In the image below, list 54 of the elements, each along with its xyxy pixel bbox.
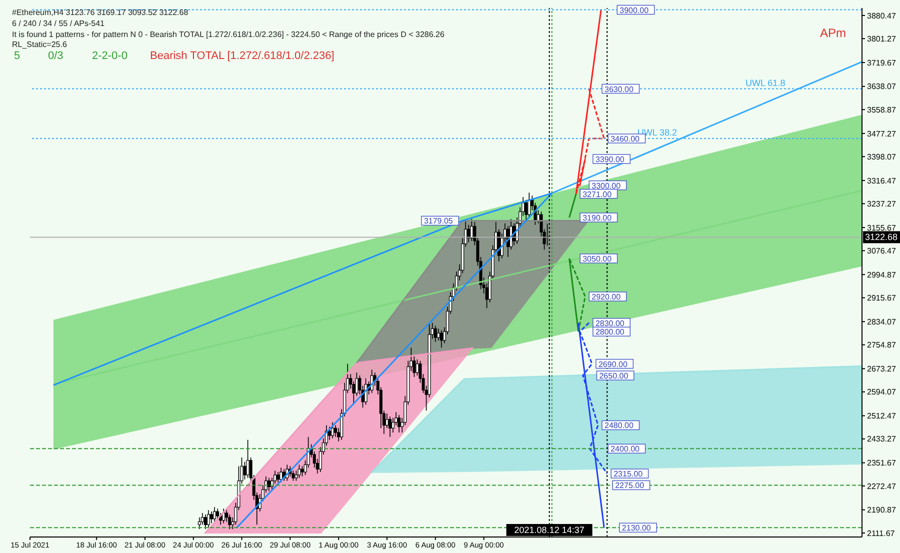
annotation: 2315.00 bbox=[614, 470, 644, 479]
annotation: Bearish TOTAL [1.272/.618/1.0/2.236] bbox=[150, 50, 334, 62]
y-tick-label: 3719.67 bbox=[867, 58, 896, 68]
annotation: 2830.00 bbox=[595, 318, 625, 328]
y-tick-label: 3316.47 bbox=[867, 176, 896, 186]
y-tick-label: 2272.47 bbox=[867, 482, 896, 491]
y-tick-label: 3155.67 bbox=[867, 223, 896, 232]
annotation: 3460.00 bbox=[610, 134, 640, 144]
text: 6 / 240 / 34 / 55 / APs-541 bbox=[12, 19, 105, 28]
y-tick-label: 2834.07 bbox=[867, 317, 896, 326]
annotation: 2650.00 bbox=[599, 371, 629, 380]
annotation: 2920.00 bbox=[592, 292, 622, 302]
annotation: It is found 1 patterns - for pattern N 0 - Bearish TOTAL [1.272/.618/1.0/2.236] - 3224.50 < Range of the prices D < 3286.26 bbox=[12, 30, 444, 39]
y-tick-label: 2594.07 bbox=[867, 388, 896, 397]
annotation: 2400.00 bbox=[610, 444, 640, 454]
annotation: 2275.00 bbox=[615, 481, 645, 490]
y-tick-label: 3237.27 bbox=[867, 200, 896, 209]
y-tick-label: 3880.47 bbox=[867, 11, 896, 20]
text: 5 bbox=[14, 50, 20, 62]
annotation: 0/3 bbox=[48, 50, 64, 62]
annotation: APm bbox=[820, 26, 846, 40]
y-tick-label: 3076.47 bbox=[867, 246, 896, 256]
y-tick-label: 3801.27 bbox=[867, 34, 896, 44]
annotation: 3050.00 bbox=[582, 254, 612, 264]
y-tick-label: 3398.07 bbox=[867, 152, 896, 162]
annotation: 2480.00 bbox=[604, 421, 634, 430]
y-tick-label: 2673.27 bbox=[867, 364, 896, 374]
y-tick-label: 3477.27 bbox=[867, 129, 896, 138]
y-tick-label: 3638.07 bbox=[867, 82, 896, 92]
annotation: 3271.00 bbox=[582, 190, 612, 199]
y-tick-label: 2190.87 bbox=[867, 506, 896, 515]
y-tick-label: 2994.87 bbox=[867, 270, 896, 280]
annotation: 2-2-0-0 bbox=[92, 50, 128, 62]
annotation: RL_Static=25.6 bbox=[12, 40, 67, 49]
y-tick-label: 2351.67 bbox=[867, 458, 896, 468]
annotation: 3900.00 bbox=[620, 6, 650, 15]
annotation: 3179.05 bbox=[424, 216, 454, 226]
y-tick-label: 2433.27 bbox=[867, 434, 896, 444]
ref-line-label: UWL 61.8 bbox=[746, 78, 786, 88]
annotation: 3190.00 bbox=[582, 213, 612, 222]
annotation: 2690.00 bbox=[598, 360, 628, 369]
y-tick-label: 2111.67 bbox=[867, 528, 896, 538]
y-tick-label: 2754.87 bbox=[867, 340, 896, 350]
annotation: 3390.00 bbox=[595, 154, 625, 164]
y-tick-label: 3558.87 bbox=[867, 105, 896, 114]
y-tick-label: 2915.67 bbox=[867, 294, 896, 303]
ref-line-label: 3122.68 bbox=[865, 232, 898, 242]
y-tick-label: 2512.47 bbox=[867, 412, 896, 421]
chart-title: #Ethereum,H4 3123.76 3169.17 3093.52 3122.68 bbox=[12, 8, 188, 17]
annotation: 3300.00 bbox=[592, 181, 622, 190]
annotation: 2130.00 bbox=[622, 524, 652, 533]
annotation: 3630.00 bbox=[604, 84, 634, 94]
ref-line-label: 2021.08.12 14:37 bbox=[514, 525, 584, 535]
annotation: 2800.00 bbox=[595, 328, 625, 337]
